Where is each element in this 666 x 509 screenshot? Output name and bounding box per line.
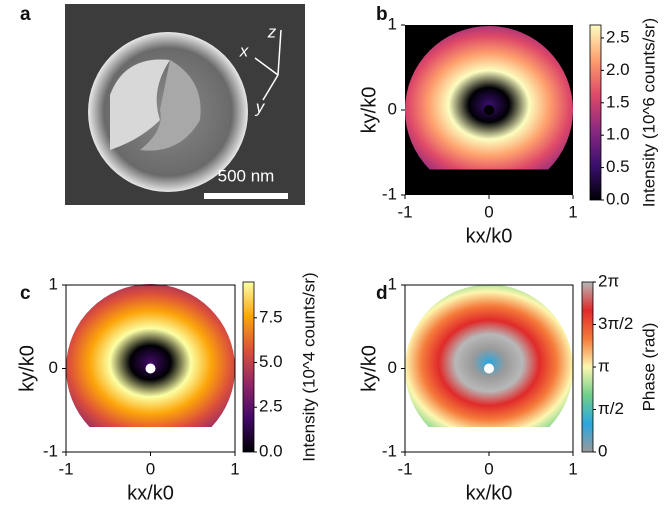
x-tick-label: 0: [484, 202, 493, 221]
x-tick-label: -1: [397, 202, 412, 221]
colorbar-label: Intensity (10^6 counts/sr): [639, 18, 658, 207]
colorbar-tick-label: 2.0: [606, 60, 630, 79]
axis-glyph-label: y: [255, 97, 266, 116]
colorbar-tick-label: 3π/2: [598, 314, 633, 333]
x-axis-label: kx/k0: [466, 482, 513, 504]
colorbar-tick-label: 0.0: [259, 441, 283, 460]
y-tick-label: -1: [382, 184, 397, 203]
colorbar-tick-label: 2.5: [259, 397, 283, 416]
colorbar-tick-label: 1.5: [606, 92, 630, 111]
colorbar-label: Phase (rad): [639, 323, 658, 412]
panel-label: b: [376, 4, 388, 25]
colorbar-tick-label: 2.5: [606, 27, 630, 46]
x-axis-label: kx/k0: [466, 225, 513, 247]
colorbar: [589, 24, 602, 201]
center-block: [145, 363, 156, 374]
colorbar-tick-label: 5.0: [259, 352, 283, 371]
y-tick-label: 1: [388, 274, 397, 293]
heatmap-disc: [65, 284, 235, 427]
y-tick-label: -1: [43, 441, 58, 460]
axis-glyph-label: x: [239, 41, 249, 60]
panel-label: a: [20, 4, 31, 25]
scale-label: 500 nm: [218, 166, 275, 185]
x-tick-label: 1: [568, 459, 577, 478]
x-tick-label: 1: [230, 459, 239, 478]
colorbar: [581, 281, 594, 453]
heatmap-disc: [405, 26, 573, 170]
colorbar: [242, 281, 255, 453]
y-tick-label: 0: [388, 358, 397, 377]
y-tick-label: 0: [49, 358, 58, 377]
y-tick-label: 0: [388, 99, 397, 118]
x-tick-label: -1: [58, 459, 73, 478]
x-tick-label: 0: [484, 459, 493, 478]
colorbar-tick-label: 0: [598, 441, 607, 460]
colorbar-tick-label: 2π: [598, 271, 619, 290]
colorbar-tick-label: 7.5: [259, 307, 283, 326]
colorbar-tick-label: 0.5: [606, 157, 630, 176]
y-tick-label: 1: [49, 274, 58, 293]
x-tick-label: 0: [146, 459, 155, 478]
axis-glyph-label: z: [267, 22, 277, 41]
x-tick-label: -1: [397, 459, 412, 478]
sem-image: [65, 4, 305, 205]
x-axis-label: kx/k0: [127, 482, 174, 504]
colorbar-tick-label: π: [598, 356, 610, 375]
heatmap-disc: [405, 284, 573, 427]
center-block: [484, 363, 494, 374]
center-block: [484, 105, 494, 115]
colorbar-tick-label: 1.0: [606, 125, 630, 144]
axes-glyph: [254, 29, 282, 101]
colorbar-label: Intensity (10^4 counts/sr): [299, 272, 318, 461]
panel-label: c: [20, 283, 31, 304]
y-axis-label: ky/k0: [358, 87, 380, 134]
y-axis-label: ky/k0: [16, 345, 38, 392]
x-tick-label: 1: [568, 202, 577, 221]
y-tick-label: -1: [382, 441, 397, 460]
colorbar-tick-label: 0.0: [606, 189, 630, 208]
panel-label: d: [376, 283, 388, 304]
y-tick-label: 1: [388, 14, 397, 33]
colorbar-tick-label: π/2: [598, 399, 624, 418]
y-axis-label: ky/k0: [358, 345, 380, 392]
